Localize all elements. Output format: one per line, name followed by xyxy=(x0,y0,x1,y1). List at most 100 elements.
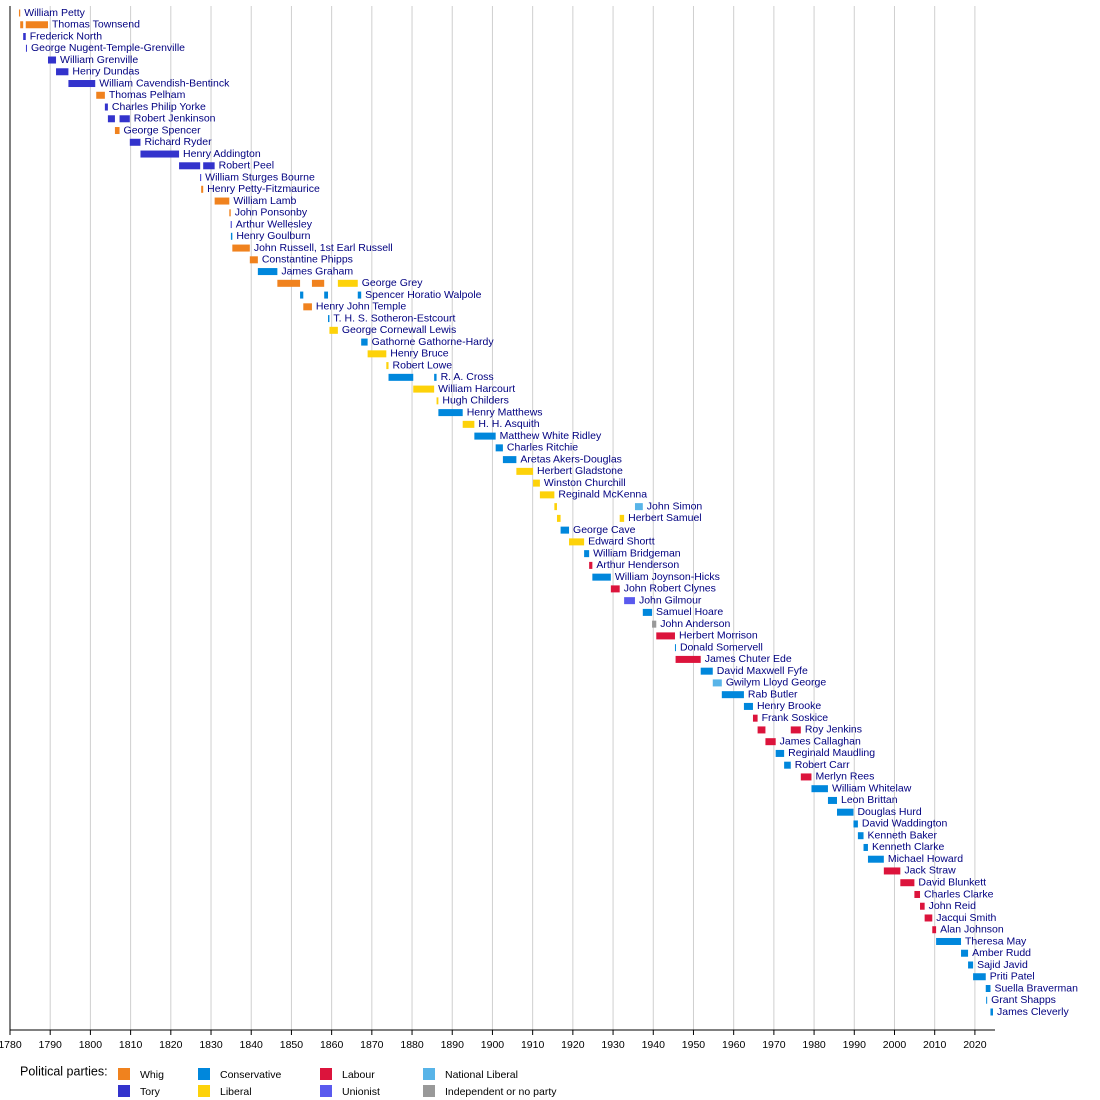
term-bar xyxy=(434,373,437,381)
term-bar xyxy=(867,855,884,863)
term-bar xyxy=(642,608,653,616)
holder-name: William Grenville xyxy=(60,54,138,66)
holder-name: Henry Matthews xyxy=(467,406,543,418)
holder-name: Jack Straw xyxy=(904,865,956,877)
x-tick-label: 1960 xyxy=(722,1039,746,1051)
holder-name: Priti Patel xyxy=(990,971,1035,983)
term-bar xyxy=(712,679,722,687)
term-bar xyxy=(329,326,338,334)
term-bar xyxy=(140,150,180,158)
term-bar xyxy=(610,585,620,593)
term-bar xyxy=(936,937,962,945)
holder-name: John Robert Clynes xyxy=(624,583,716,595)
term-bar xyxy=(775,749,785,757)
holder-name: George Grey xyxy=(362,277,423,289)
term-bar xyxy=(973,973,986,981)
term-bar xyxy=(857,832,864,840)
holder-name: Gathorne Gathorne-Hardy xyxy=(372,336,495,348)
holder-name: William Bridgeman xyxy=(593,547,681,559)
term-bar xyxy=(20,21,24,29)
holder-name: Herbert Samuel xyxy=(628,512,702,524)
term-bar xyxy=(357,291,362,299)
term-bar xyxy=(23,33,26,41)
legend-label: Whig xyxy=(140,1069,164,1081)
term-bar xyxy=(924,914,933,922)
term-bar xyxy=(201,185,204,193)
term-bar xyxy=(589,561,593,569)
holder-name: Arthur Wellesley xyxy=(236,218,313,230)
x-tick-label: 1870 xyxy=(360,1039,384,1051)
term-bar xyxy=(200,174,202,182)
term-bar xyxy=(495,444,503,452)
legend-swatch xyxy=(423,1085,435,1097)
term-bar xyxy=(361,338,368,346)
term-bar xyxy=(811,785,828,793)
legend-swatch xyxy=(320,1085,332,1097)
term-bar xyxy=(675,655,701,663)
term-bar xyxy=(800,773,812,781)
legend-swatch xyxy=(320,1068,332,1080)
holder-name: John Anderson xyxy=(660,618,730,630)
term-bar xyxy=(752,714,758,722)
holder-name: Aretas Akers-Douglas xyxy=(520,453,622,465)
holder-name: Kenneth Baker xyxy=(868,829,938,841)
holder-name: Leon Brittan xyxy=(841,794,898,806)
term-bar xyxy=(836,808,854,816)
term-bar xyxy=(900,879,915,887)
term-bar xyxy=(624,597,635,605)
holder-name: John Gilmour xyxy=(639,594,702,606)
term-bar xyxy=(853,820,858,828)
x-tick-label: 1860 xyxy=(320,1039,344,1051)
holder-name: David Blunkett xyxy=(918,876,986,888)
term-bar xyxy=(436,397,439,405)
term-bar xyxy=(324,291,329,299)
holder-name: Amber Rudd xyxy=(972,947,1031,959)
term-bar xyxy=(592,573,611,581)
holder-name: John Russell, 1st Earl Russell xyxy=(254,242,393,254)
term-bar xyxy=(47,56,57,64)
holder-name: William Cavendish-Bentinck xyxy=(99,77,230,89)
holder-name: John Reid xyxy=(929,900,976,912)
term-bar xyxy=(914,890,921,898)
x-tick-label: 1830 xyxy=(199,1039,223,1051)
holder-name: William Whitelaw xyxy=(832,782,912,794)
term-bar xyxy=(462,420,475,428)
term-bar xyxy=(827,796,837,804)
holder-name: Herbert Gladstone xyxy=(537,465,623,477)
holder-name: Robert Peel xyxy=(219,160,274,172)
holder-name: Thomas Pelham xyxy=(109,89,186,101)
x-tick-label: 1950 xyxy=(682,1039,706,1051)
term-bar xyxy=(863,843,868,851)
x-tick-label: 1990 xyxy=(843,1039,867,1051)
term-bar xyxy=(232,244,250,252)
x-tick-label: 1980 xyxy=(802,1039,826,1051)
term-bar xyxy=(277,279,301,287)
legend-swatch xyxy=(118,1068,130,1080)
x-tick-label: 2020 xyxy=(963,1039,987,1051)
holder-name: Reginald McKenna xyxy=(558,489,647,501)
term-bar xyxy=(257,268,278,276)
holder-name: Alan Johnson xyxy=(940,924,1004,936)
holder-name: H. H. Asquith xyxy=(478,418,539,430)
term-bar xyxy=(656,632,675,640)
holder-name: Herbert Morrison xyxy=(679,630,758,642)
x-tick-label: 1780 xyxy=(0,1039,22,1051)
x-tick-label: 1910 xyxy=(521,1039,545,1051)
term-bar xyxy=(554,503,557,511)
term-bar xyxy=(968,961,974,969)
term-bar xyxy=(757,726,766,734)
term-bar xyxy=(539,491,555,499)
holder-name: Jacqui Smith xyxy=(936,912,996,924)
term-bar xyxy=(790,726,801,734)
term-bar xyxy=(96,91,105,99)
holder-name: John Ponsonby xyxy=(235,207,308,219)
term-bar xyxy=(328,315,330,323)
holder-name: Donald Somervell xyxy=(680,641,763,653)
holder-name: Douglas Hurd xyxy=(857,806,921,818)
term-bar xyxy=(229,209,231,217)
term-bar xyxy=(516,467,534,475)
holder-name: Suella Braverman xyxy=(994,982,1078,994)
term-bar xyxy=(179,162,201,170)
legend-label: Unionist xyxy=(342,1086,380,1098)
term-bar xyxy=(413,385,435,393)
